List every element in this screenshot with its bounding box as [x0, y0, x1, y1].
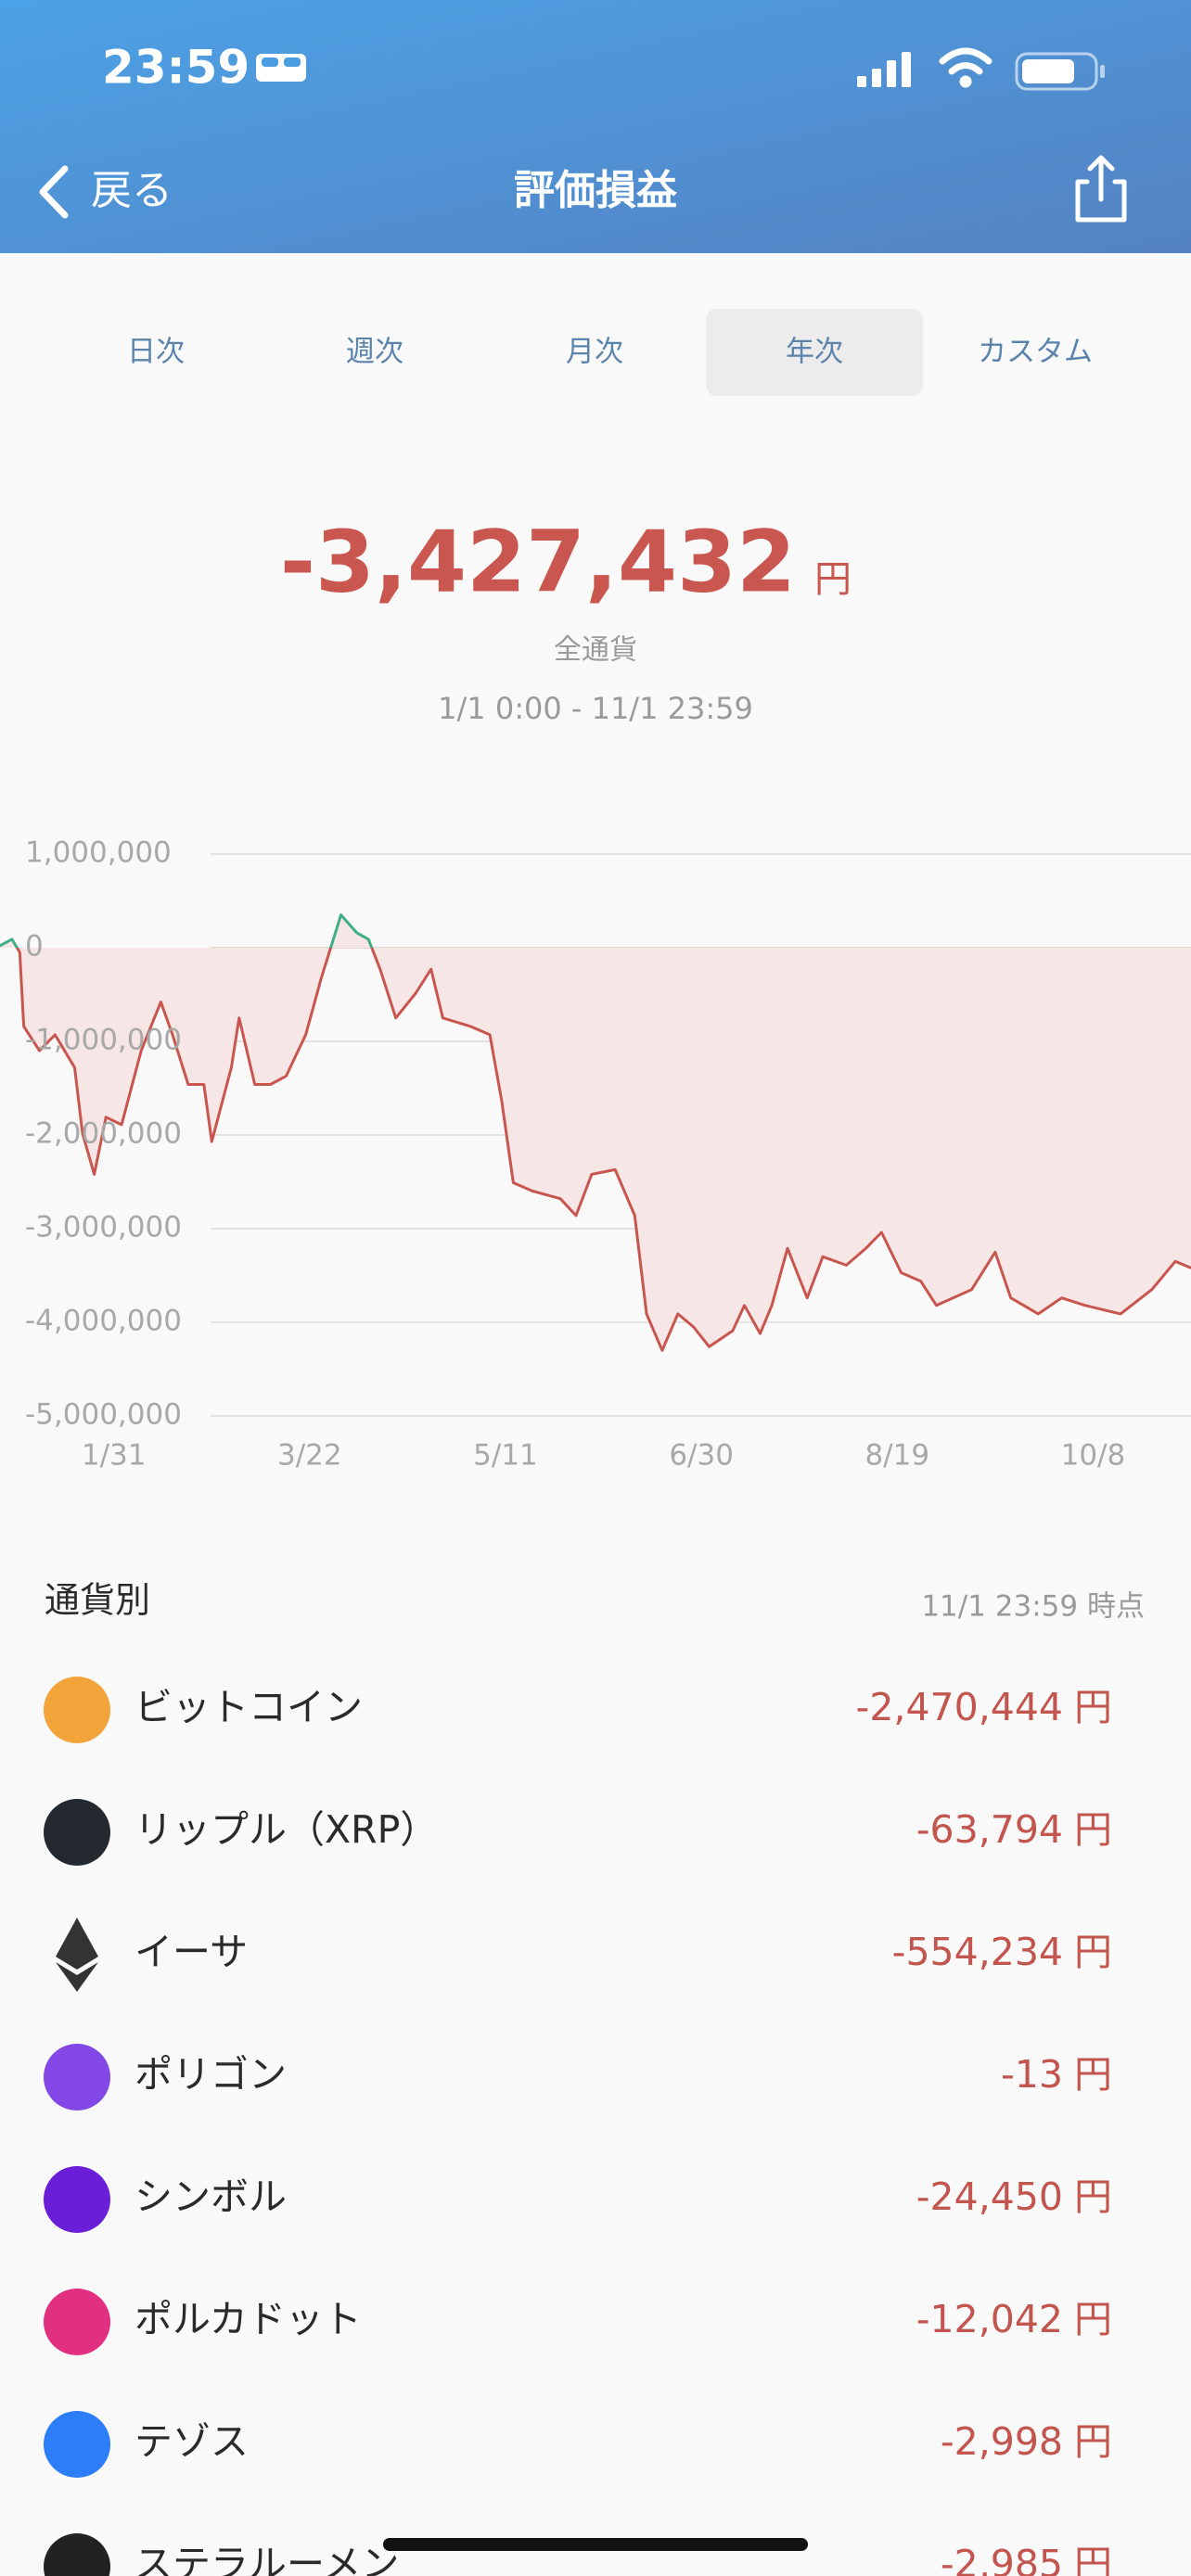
- currency-value: -12,042: [916, 2297, 1063, 2341]
- total-unit: 円: [814, 558, 852, 601]
- header: [0, 0, 1191, 253]
- tab[interactable]: 日次: [127, 336, 185, 369]
- currency-unit: 円: [1074, 1930, 1112, 1974]
- currency-unit: 円: [1074, 1807, 1112, 1852]
- currency-name: イーサ: [134, 1930, 248, 1974]
- currency-icon: [44, 1677, 110, 1743]
- y-tick-label: -3,000,000: [25, 1211, 182, 1244]
- share-button[interactable]: [1075, 155, 1127, 223]
- currency-icon: [56, 1918, 98, 1992]
- battery-icon: [1015, 52, 1105, 91]
- tab[interactable]: 週次: [346, 336, 403, 369]
- currency-unit: 円: [1074, 2542, 1112, 2576]
- x-tick-label: 6/30: [669, 1439, 734, 1473]
- currency-unit: 円: [1074, 1685, 1112, 1729]
- y-tick-label: 0: [25, 930, 44, 963]
- chart: 1,000,000 0 -1,000,000 -2,000,000 -3,000,000…: [0, 836, 1191, 1473]
- y-tick-label: -5,000,000: [25, 1398, 182, 1432]
- bed-icon: [256, 54, 306, 82]
- back-button[interactable]: 戻る: [91, 167, 173, 214]
- currency-icon: [44, 2289, 110, 2355]
- tab[interactable]: 年次: [786, 336, 843, 369]
- tab[interactable]: カスタム: [978, 336, 1093, 369]
- tab-selected-bg: [706, 309, 923, 396]
- y-tick-label: 1,000,000: [25, 836, 172, 870]
- currency-icon: [44, 2533, 110, 2576]
- currency-value: -554,234: [892, 1930, 1063, 1974]
- currency-name: ビットコイン: [134, 1685, 363, 1729]
- currency-icon: [44, 1799, 110, 1866]
- currency-row[interactable]: ポルカドット -12,042 円: [44, 2289, 1112, 2355]
- currency-unit: 円: [1074, 2419, 1112, 2464]
- home-indicator: [383, 2538, 808, 2551]
- currency-row[interactable]: ステラルーメン -2,985 円: [44, 2533, 1112, 2576]
- currency-unit: 円: [1074, 2052, 1112, 2097]
- currency-name: テゾス: [134, 2419, 249, 2464]
- currency-name: リップル（XRP）: [134, 1807, 438, 1852]
- currency-icon: [44, 2411, 110, 2478]
- currency-icon: [44, 2166, 110, 2233]
- currency-value: -2,985: [941, 2542, 1063, 2576]
- area: [0, 914, 1191, 1351]
- currency-value: -24,450: [916, 2174, 1063, 2219]
- nav-title: 評価損益: [514, 167, 677, 214]
- x-tick-label: 8/19: [864, 1439, 929, 1473]
- currency-row[interactable]: シンボル -24,450 円: [44, 2166, 1112, 2233]
- currency-icon: [44, 2044, 110, 2111]
- y-tick-label: -4,000,000: [25, 1305, 182, 1338]
- currency-name: ポルカドット: [134, 2297, 362, 2341]
- section-title: 通貨別: [45, 1580, 150, 1621]
- x-tick-label: 10/8: [1061, 1439, 1126, 1473]
- x-tick-label: 1/31: [82, 1439, 147, 1473]
- currency-value: -2,998: [941, 2419, 1063, 2464]
- back-chevron[interactable]: [39, 165, 69, 219]
- wifi-icon: [939, 47, 992, 88]
- currency-row[interactable]: イーサ -554,234 円: [56, 1918, 1112, 1992]
- currency-row[interactable]: ポリゴン -13 円: [44, 2044, 1112, 2111]
- currency-value: -13: [1001, 2052, 1063, 2097]
- x-tick-label: 5/11: [473, 1439, 538, 1473]
- tab[interactable]: 月次: [566, 336, 623, 369]
- y-tick-label: -2,000,000: [25, 1117, 182, 1151]
- scope-label: 全通貨: [554, 634, 637, 667]
- currency-name: ステラルーメン: [134, 2542, 399, 2576]
- line: [0, 913, 1191, 1352]
- currency-value: -2,470,444: [856, 1685, 1063, 1729]
- total-value: -3,427,432: [280, 512, 796, 611]
- currency-value: -63,794: [916, 1807, 1063, 1852]
- currency-row[interactable]: リップル（XRP） -63,794 円: [44, 1799, 1112, 1866]
- tab-bar: 日次 週次 月次 年次 カスタム: [127, 309, 1093, 396]
- signal-icon: [857, 52, 911, 87]
- currency-name: ポリゴン: [134, 2052, 287, 2097]
- y-tick-label: -1,000,000: [25, 1024, 182, 1057]
- currency-unit: 円: [1074, 2174, 1112, 2219]
- currency-row[interactable]: ビットコイン -2,470,444 円: [44, 1677, 1112, 1743]
- currency-unit: 円: [1074, 2297, 1112, 2341]
- x-tick-label: 3/22: [277, 1439, 342, 1473]
- currency-name: シンボル: [134, 2174, 287, 2219]
- period-label: 1/1 0:00 - 11/1 23:59: [438, 691, 753, 726]
- as-of-label: 11/1 23:59 時点: [921, 1590, 1145, 1624]
- currency-row[interactable]: テゾス -2,998 円: [44, 2411, 1112, 2478]
- status-time: 23:59: [102, 41, 250, 95]
